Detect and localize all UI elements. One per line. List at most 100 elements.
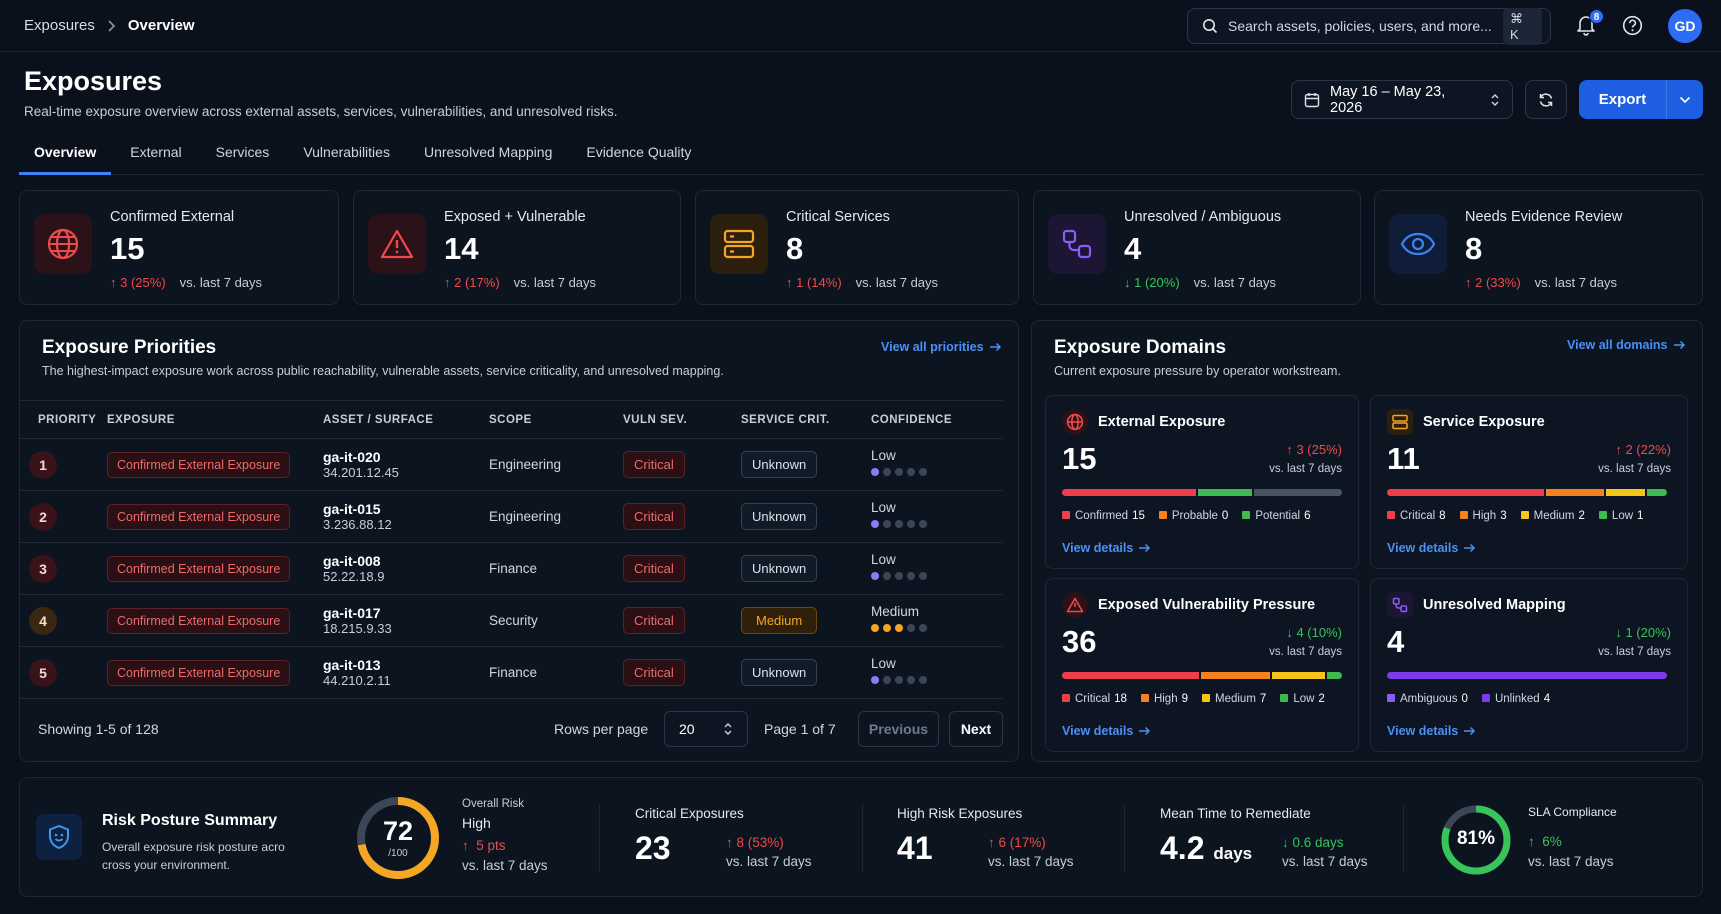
table-row[interactable]: 2 Confirmed External Exposure ga-it-015 3.2…	[19, 490, 1003, 543]
asset-name[interactable]: ga-it-015	[323, 501, 381, 517]
export-button[interactable]: Export	[1579, 80, 1703, 119]
bell-icon[interactable]	[1576, 14, 1596, 36]
asset-name[interactable]: ga-it-013	[323, 657, 381, 673]
table-row[interactable]: 5 Confirmed External Exposure ga-it-013 44.…	[19, 646, 1003, 699]
tab-evidence-quality[interactable]: Evidence Quality	[586, 144, 692, 160]
search-box[interactable]: ⌘ K	[1187, 7, 1551, 45]
export-divider	[1666, 80, 1667, 119]
domain-value: 11	[1387, 441, 1420, 476]
chevron-down-icon[interactable]	[1667, 96, 1703, 104]
overall-risk-label: Overall Risk	[462, 798, 524, 810]
col-vuln[interactable]: VULN SEV.	[623, 400, 741, 439]
kpi-needs-evidence-review[interactable]: Needs Evidence Review 8 ↑ 2 (33%) vs. las…	[1374, 190, 1703, 305]
help-icon[interactable]	[1622, 15, 1643, 36]
table-row[interactable]: 1 Confirmed External Exposure ga-it-020 34.…	[19, 438, 1003, 491]
bar-segment	[1062, 489, 1197, 496]
arrow-right-icon	[1673, 340, 1685, 350]
next-button[interactable]: Next	[949, 711, 1003, 747]
bar-segment	[1387, 672, 1667, 679]
vuln-severity-tag: Critical	[623, 555, 685, 582]
asset-name[interactable]: ga-it-020	[323, 449, 381, 465]
arrow-right-icon	[989, 342, 1001, 352]
view-details-link[interactable]: View details	[1387, 724, 1476, 738]
view-details-link[interactable]: View details	[1062, 724, 1151, 738]
legend-item: Low 1	[1598, 510, 1643, 522]
kpi-exposed-vulnerable[interactable]: Exposed + Vulnerable 14 ↑ 2 (17%) vs. las…	[353, 190, 681, 305]
critical-exposures-label: Critical Exposures	[635, 806, 744, 821]
col-confidence[interactable]: CONFIDENCE	[871, 400, 1003, 439]
calendar-icon	[1304, 92, 1320, 108]
domain-bar	[1062, 672, 1342, 679]
kpi-critical-services[interactable]: Critical Services 8 ↑ 1 (14%) vs. last 7 …	[695, 190, 1019, 305]
confidence-meter	[871, 624, 1003, 637]
priority-badge: 5	[29, 658, 57, 687]
col-scope[interactable]: SCOPE	[489, 400, 623, 439]
date-range-picker[interactable]: May 16 – May 23, 2026	[1291, 80, 1513, 119]
bar-segment	[1387, 489, 1544, 496]
breadcrumb-root[interactable]: Exposures	[24, 17, 95, 34]
domain-legend: Critical 8 High 3 Medium 2 Low 1	[1387, 510, 1643, 522]
tab-overview[interactable]: Overview	[19, 130, 112, 175]
domain-compare: vs. last 7 days	[1598, 463, 1671, 475]
table-row[interactable]: 3 Confirmed External Exposure ga-it-008 52.…	[19, 542, 1003, 595]
asset-ip: 52.22.18.9	[323, 569, 385, 584]
domain-card-service[interactable]: Service Exposure 11 ↑ 2 (22%) vs. last 7…	[1370, 395, 1688, 569]
vuln-severity-tag: Critical	[623, 503, 685, 530]
mttr-compare: vs. last 7 days	[1282, 854, 1368, 869]
priority-badge: 1	[29, 450, 57, 479]
domain-card-unresolved[interactable]: Unresolved Mapping 4 ↓ 1 (20%) vs. last …	[1370, 578, 1688, 752]
view-details-link[interactable]: View details	[1062, 541, 1151, 555]
search-icon	[1202, 18, 1218, 34]
confidence-dot	[883, 468, 891, 476]
legend-item: Medium 2	[1520, 510, 1585, 522]
domain-card-vulnerability[interactable]: Exposed Vulnerability Pressure 36 ↓ 4 (1…	[1045, 578, 1359, 752]
confidence-dot	[907, 624, 915, 632]
tab-vulnerabilities[interactable]: Vulnerabilities	[303, 144, 390, 160]
tab-unresolved-mapping[interactable]: Unresolved Mapping	[423, 144, 553, 160]
domain-bar	[1387, 489, 1667, 496]
col-priority[interactable]: PRIORITY	[19, 400, 107, 439]
chevron-updown-icon	[724, 723, 732, 735]
confidence-dot	[871, 468, 879, 476]
legend-swatch	[1481, 694, 1490, 702]
domain-card-external[interactable]: External Exposure 15 ↑ 3 (25%) vs. last …	[1045, 395, 1359, 569]
previous-button[interactable]: Previous	[858, 711, 939, 747]
sla-value: 81%	[1456, 828, 1496, 849]
scope-cell: Security	[489, 594, 623, 647]
legend-swatch	[1387, 511, 1395, 519]
refresh-button[interactable]	[1525, 80, 1567, 119]
overall-risk-delta: ↑ 5 pts	[462, 838, 506, 853]
avatar[interactable]: GD	[1668, 9, 1702, 43]
mttr-label: Mean Time to Remediate	[1160, 806, 1311, 821]
asset-name[interactable]: ga-it-008	[323, 553, 381, 569]
kpi-unresolved-ambiguous[interactable]: Unresolved / Ambiguous 4 ↓ 1 (20%) vs. la…	[1033, 190, 1361, 305]
globe-icon	[34, 214, 92, 274]
overall-risk-level: High	[462, 815, 491, 831]
scope-cell: Finance	[489, 542, 623, 595]
col-asset[interactable]: ASSET / SURFACE	[323, 400, 489, 439]
rows-per-page-select[interactable]: 20	[664, 711, 748, 747]
kpi-delta: ↑ 2 (17%)	[444, 275, 500, 290]
asset-name[interactable]: ga-it-017	[323, 605, 381, 621]
confidence-dot	[883, 572, 891, 580]
col-crit[interactable]: SERVICE CRIT.	[741, 400, 871, 439]
view-all-priorities-link[interactable]: View all priorities	[881, 340, 1002, 354]
export-label[interactable]: Export	[1598, 91, 1647, 108]
table-row[interactable]: 4 Confirmed External Exposure ga-it-017 18.…	[19, 594, 1003, 647]
service-criticality-tag: Unknown	[741, 659, 818, 686]
search-input[interactable]	[1228, 18, 1493, 34]
domain-compare: vs. last 7 days	[1269, 463, 1342, 475]
col-exposure[interactable]: EXPOSURE	[107, 400, 323, 439]
legend-item: High 9	[1140, 693, 1188, 705]
tab-external[interactable]: External	[130, 144, 182, 160]
view-all-domains-link[interactable]: View all domains	[1567, 338, 1686, 352]
mapping-icon	[1387, 592, 1413, 618]
service-criticality-tag: Unknown	[741, 451, 818, 478]
view-details-link[interactable]: View details	[1387, 541, 1476, 555]
confidence-dot	[919, 572, 927, 580]
mttr-value: 4.2 days	[1160, 830, 1253, 866]
legend-item: Potential 6	[1242, 510, 1310, 522]
tab-services[interactable]: Services	[215, 144, 270, 160]
domain-bar	[1387, 672, 1667, 679]
kpi-confirmed-external[interactable]: Confirmed External 15 ↑ 3 (25%) vs. last …	[19, 190, 339, 305]
